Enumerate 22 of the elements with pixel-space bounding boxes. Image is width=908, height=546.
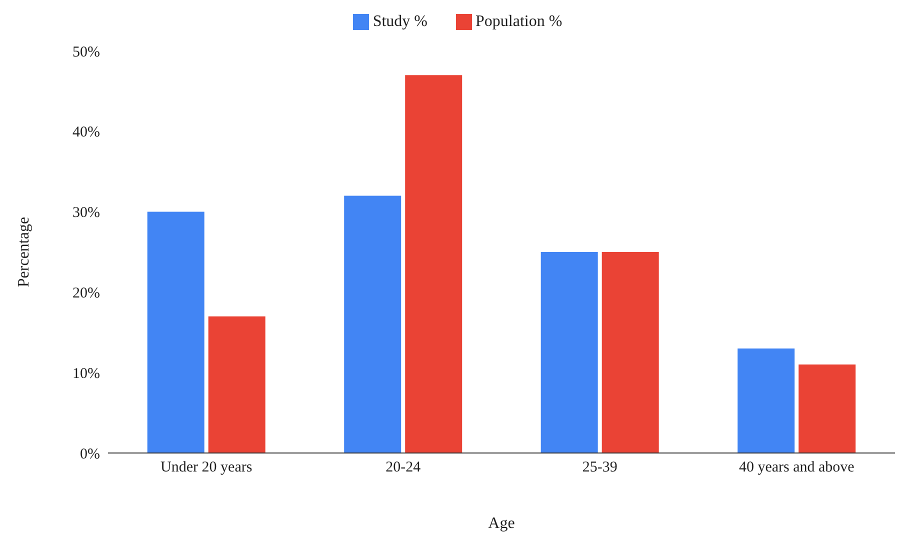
bar	[208, 316, 266, 453]
legend-label: Population %	[476, 13, 562, 30]
bar	[147, 212, 204, 453]
y-tick-label: 20%	[72, 286, 100, 302]
bar	[798, 364, 856, 453]
y-axis-title: Percentage	[16, 216, 33, 288]
x-tick-label: Under 20 years	[160, 460, 252, 476]
bar	[738, 348, 795, 453]
y-tick-label: 30%	[72, 205, 100, 222]
x-tick-label: 25-39	[582, 460, 618, 476]
y-tick-label: 50%	[72, 44, 100, 60]
x-tick-label: 40 years and above	[738, 460, 855, 476]
x-axis-title: Age	[488, 515, 515, 532]
y-tick-label: 0%	[80, 446, 100, 462]
x-tick-label: 20-24	[386, 460, 422, 476]
bar	[344, 196, 402, 453]
bar	[405, 75, 462, 453]
y-tick-label: 40%	[72, 124, 100, 141]
legend-label: Study %	[372, 13, 428, 30]
bar	[602, 252, 659, 453]
bar	[540, 252, 598, 453]
y-tick-label: 10%	[72, 366, 100, 382]
